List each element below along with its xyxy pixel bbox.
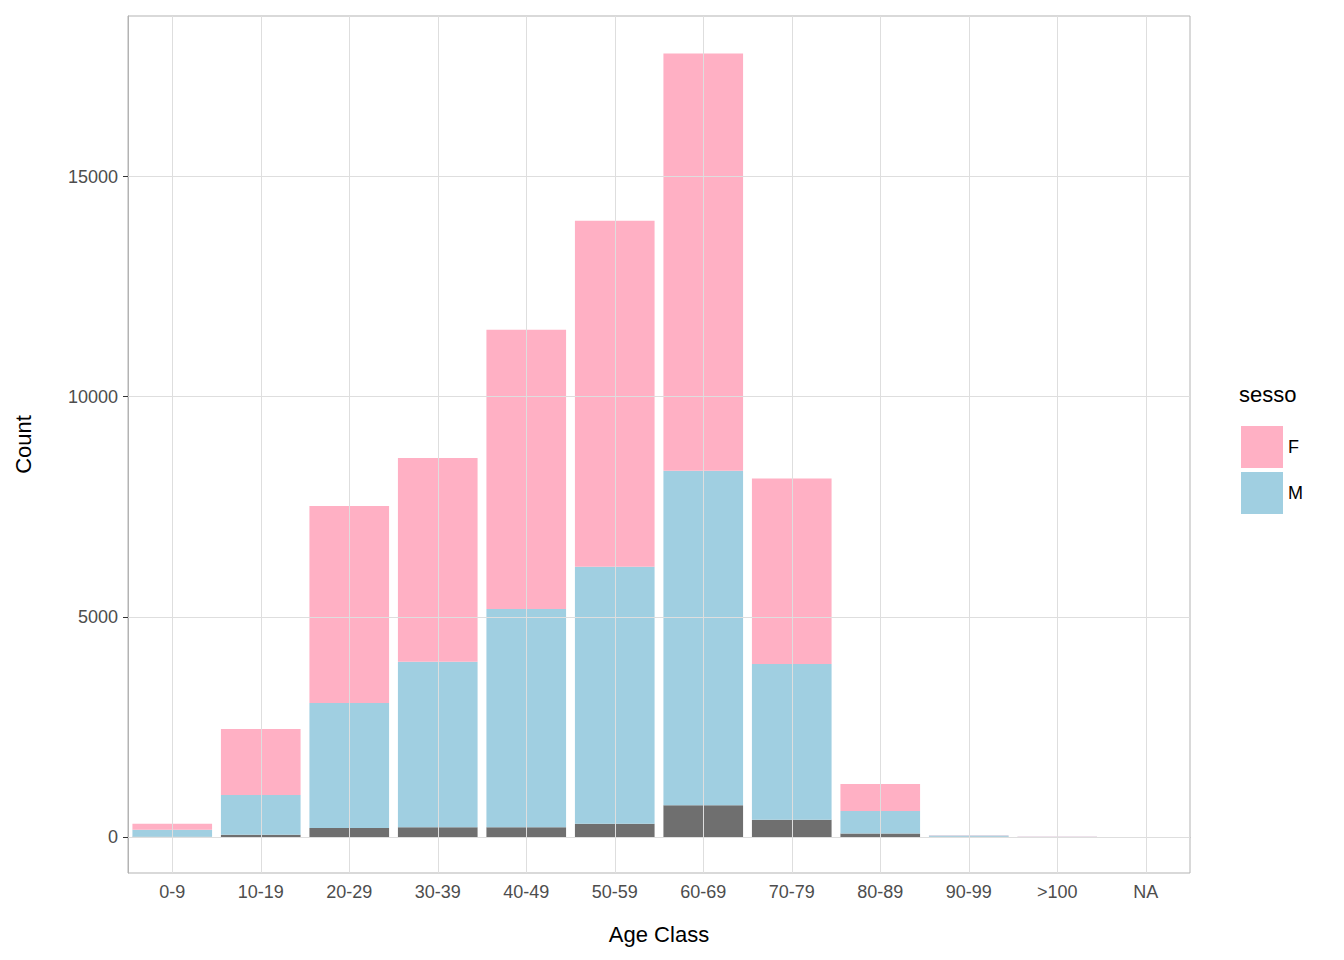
svg-text:80-89: 80-89 <box>857 882 903 902</box>
svg-text:15000: 15000 <box>68 167 118 187</box>
svg-text:30-39: 30-39 <box>415 882 461 902</box>
svg-text:F: F <box>1288 437 1299 457</box>
svg-text:sesso: sesso <box>1239 382 1296 407</box>
svg-text:60-69: 60-69 <box>680 882 726 902</box>
svg-text:10-19: 10-19 <box>238 882 284 902</box>
svg-text:50-59: 50-59 <box>592 882 638 902</box>
svg-text:Age Class: Age Class <box>609 922 709 947</box>
svg-text:Count: Count <box>11 415 36 474</box>
svg-text:>100: >100 <box>1037 882 1078 902</box>
svg-text:0: 0 <box>108 827 118 847</box>
svg-text:M: M <box>1288 483 1303 503</box>
svg-text:90-99: 90-99 <box>946 882 992 902</box>
svg-text:10000: 10000 <box>68 387 118 407</box>
svg-text:40-49: 40-49 <box>503 882 549 902</box>
svg-text:0-9: 0-9 <box>159 882 185 902</box>
svg-text:NA: NA <box>1133 882 1158 902</box>
svg-text:20-29: 20-29 <box>326 882 372 902</box>
svg-text:5000: 5000 <box>78 607 118 627</box>
svg-text:70-79: 70-79 <box>769 882 815 902</box>
